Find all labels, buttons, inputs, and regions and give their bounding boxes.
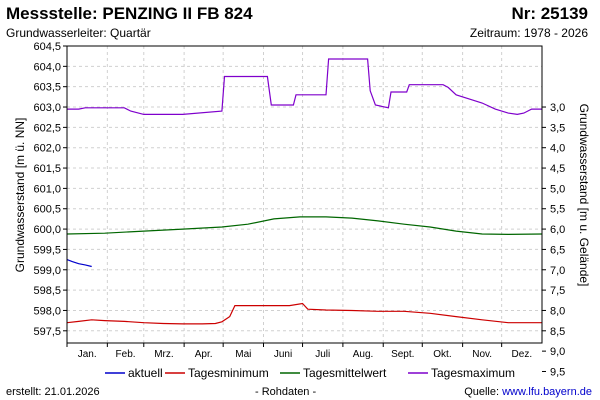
axis-layer: 597,5 598,0 598,5 599,0 599,5 600,0 600,5 601,0… — [33, 41, 565, 378]
y-tick-label-right: 7,5 — [550, 285, 565, 297]
y-tick-label-right: 6,0 — [550, 224, 565, 236]
x-tick-label-month: Jan. — [78, 349, 97, 360]
x-tick-label-month: Juli — [315, 349, 330, 360]
y-tick-label-left: 600,5 — [33, 204, 61, 216]
source-link[interactable]: www.lfu.bayern.de — [502, 386, 592, 398]
y-tick-label-left: 597,5 — [33, 326, 61, 338]
y-tick-label-right: 3,0 — [550, 102, 565, 114]
y-tick-label-right: 8,5 — [550, 326, 565, 338]
x-tick-label-month: Dez. — [512, 349, 533, 360]
plot-frame — [66, 45, 543, 344]
series-line-tagesminimum — [66, 302, 542, 325]
period-label: Zeitraum: 1978 - 2026 — [469, 26, 588, 40]
legend: aktuell Tagesminimum Tagesmittelwert Tagesm… — [105, 366, 515, 380]
y-tick-label-right: 6,5 — [550, 244, 565, 256]
y-tick-label-left: 604,5 — [33, 41, 61, 53]
source: Quelle: www.lfu.bayern.de — [464, 386, 592, 398]
created-label: erstellt: — [6, 386, 42, 398]
y-tick-label-left: 598,0 — [33, 305, 61, 317]
y-tick-label-left: 601,0 — [33, 183, 61, 195]
series-line-aktuell — [66, 259, 92, 268]
series-layer — [66, 58, 543, 325]
series-line-tagesmittelwert — [66, 216, 543, 236]
legend-label-tagesmaximum: Tagesmaximum — [431, 366, 515, 380]
x-tick-label-month: Juni — [274, 349, 292, 360]
y-tick-label-right: 4,5 — [550, 163, 565, 175]
y-tick-label-left: 598,5 — [33, 285, 61, 297]
y-tick-label-left: 599,0 — [33, 265, 61, 277]
y-tick-label-left: 601,5 — [33, 163, 61, 175]
y-tick-label-left: 600,0 — [33, 224, 61, 236]
y-tick-label-right: 4,0 — [550, 143, 565, 155]
x-tick-label-month: Feb. — [116, 349, 136, 360]
grid-layer — [67, 45, 542, 343]
y-tick-label-right: 8,0 — [550, 305, 565, 317]
station-title: Messstelle: PENZING II FB 824 — [6, 4, 253, 23]
y-tick-label-right: 7,0 — [550, 265, 565, 277]
y-tick-label-left: 599,5 — [33, 244, 61, 256]
x-tick-label-month: Nov. — [472, 349, 492, 360]
station-number: Nr: 25139 — [511, 4, 588, 23]
x-tick-label-month: Aug. — [353, 349, 374, 360]
y-tick-label-right: 9,0 — [550, 346, 565, 358]
legend-label-tagesminimum: Tagesminimum — [188, 366, 269, 380]
y-tick-label-right: 9,5 — [550, 366, 565, 378]
x-tick-label-month: Mrz. — [154, 349, 173, 360]
y-tick-label-right: 5,0 — [550, 183, 565, 195]
y-tick-label-left: 602,5 — [33, 122, 61, 134]
legend-label-tagesmittelwert: Tagesmittelwert — [303, 366, 387, 380]
aquifer-label: Grundwasserleiter: Quartär — [6, 26, 151, 40]
y-tick-label-left: 602,0 — [33, 143, 61, 155]
x-tick-label-month: Okt. — [433, 349, 451, 360]
created-value: 21.01.2026 — [44, 386, 100, 398]
source-label: Quelle: — [464, 386, 500, 398]
y-tick-label-right: 5,5 — [550, 204, 565, 216]
x-tick-label-month: Mai — [235, 349, 251, 360]
y-axis-label-right: Grundwasserstand [m u. Gelände] — [577, 104, 591, 287]
y-tick-label-left: 603,0 — [33, 102, 61, 114]
y-tick-label-left: 604,0 — [33, 61, 61, 73]
legend-label-aktuell: aktuell — [128, 366, 163, 380]
raw-data-note: - Rohdaten - — [255, 386, 317, 398]
y-tick-label-right: 3,5 — [550, 122, 565, 134]
created-date: erstellt: 21.01.2026 — [6, 386, 100, 398]
series-line-tagesmaximum — [67, 58, 542, 116]
y-tick-label-left: 603,5 — [33, 82, 61, 94]
x-tick-label-month: Apr. — [195, 349, 213, 360]
y-axis-label-left: Grundwasserstand [m ü. NN] — [13, 118, 27, 273]
x-tick-label-month: Sept. — [391, 349, 414, 360]
